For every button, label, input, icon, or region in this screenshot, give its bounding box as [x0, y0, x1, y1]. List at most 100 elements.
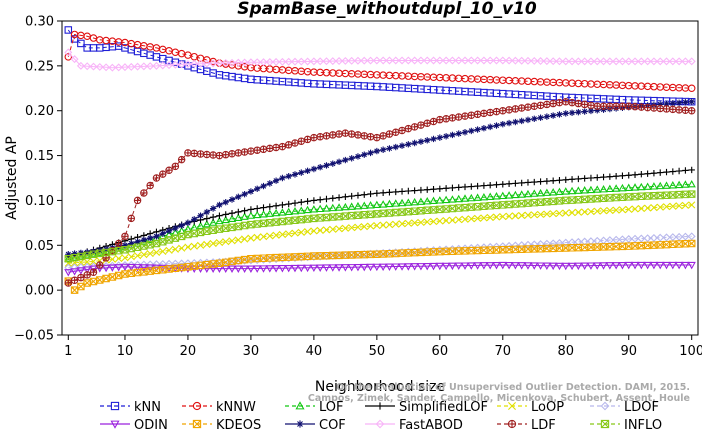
series-marker	[499, 212, 507, 221]
series-marker	[398, 188, 406, 195]
series-marker	[423, 218, 431, 226]
series-marker	[360, 56, 369, 65]
series-marker	[209, 260, 217, 268]
series-marker	[669, 168, 677, 175]
series-marker	[121, 242, 129, 249]
series-marker	[567, 186, 577, 195]
series-marker	[253, 146, 261, 154]
series-marker	[372, 56, 381, 65]
series-marker	[102, 63, 111, 72]
series-marker	[278, 208, 287, 216]
series-marker	[480, 109, 488, 118]
series-marker	[581, 108, 588, 115]
series-marker	[675, 232, 684, 241]
series-marker	[291, 229, 299, 237]
chart-title: SpamBase_withoutdupl_10_v10	[237, 0, 537, 19]
legend-item-lof: LOF	[285, 400, 344, 415]
series-marker	[335, 57, 344, 65]
legend-label: kNN	[134, 400, 161, 415]
series-marker	[227, 265, 237, 273]
series-marker	[171, 259, 180, 268]
series-marker	[64, 279, 73, 287]
legend-label: LoOP	[531, 400, 564, 415]
series-marker	[254, 185, 261, 192]
series-marker	[209, 239, 217, 248]
series-marker	[618, 262, 627, 270]
series-marker	[410, 123, 419, 131]
series-marker	[203, 150, 211, 159]
series-marker	[650, 204, 658, 212]
series-marker	[429, 56, 438, 65]
series-marker	[367, 190, 374, 198]
series-marker	[373, 133, 381, 142]
series-marker	[171, 264, 180, 273]
series-marker	[266, 219, 274, 227]
series-marker	[278, 265, 287, 273]
series-marker	[435, 56, 444, 65]
series-marker	[297, 206, 306, 214]
series-marker	[221, 258, 230, 267]
series-marker	[612, 206, 620, 214]
series-marker	[499, 181, 506, 188]
series-marker	[624, 102, 633, 110]
series-marker	[587, 107, 595, 115]
series-marker	[461, 215, 469, 223]
series-marker	[473, 262, 482, 270]
series-ldf	[64, 98, 696, 287]
series-marker	[467, 262, 476, 270]
series-marker	[637, 204, 645, 213]
series-marker	[165, 61, 174, 70]
series-marker	[234, 236, 242, 244]
series-marker	[208, 265, 218, 273]
series-marker	[561, 187, 570, 195]
legend-item-knn: kNN	[100, 400, 161, 415]
legend-label: kNNW	[216, 400, 256, 415]
series-marker	[303, 264, 312, 273]
series-marker	[70, 268, 79, 276]
series-marker	[240, 265, 249, 273]
series-marker	[568, 57, 577, 66]
series-marker	[594, 107, 601, 114]
series-marker	[687, 84, 696, 93]
series-marker	[442, 217, 450, 225]
series-marker	[76, 61, 85, 70]
series-marker	[669, 105, 677, 114]
series-marker	[649, 233, 658, 242]
series-marker	[115, 254, 123, 263]
series-marker	[612, 262, 621, 270]
series-marker	[323, 162, 330, 169]
series-marker	[668, 57, 677, 66]
series-marker	[228, 196, 236, 203]
series-marker	[172, 225, 179, 232]
series-marker	[366, 56, 375, 65]
series-marker	[178, 244, 186, 252]
series-marker	[605, 184, 614, 193]
series-marker	[309, 264, 319, 273]
series-marker	[435, 262, 444, 271]
series-marker	[316, 133, 324, 141]
series-marker	[158, 61, 167, 70]
series-marker	[216, 201, 223, 209]
series-marker	[190, 59, 199, 68]
series-marker	[575, 108, 582, 116]
series-marker	[593, 57, 602, 66]
series-marker	[152, 266, 161, 275]
series-marker	[234, 58, 243, 67]
series-marker	[505, 56, 514, 65]
series-marker	[284, 264, 293, 273]
series-marker	[561, 262, 570, 271]
series-marker	[121, 232, 129, 240]
series-marker	[379, 189, 387, 197]
series-marker	[392, 188, 399, 196]
series-marker	[624, 57, 633, 66]
y-tick-label: 0.05	[25, 239, 54, 254]
series-marker	[630, 261, 640, 270]
series-marker	[568, 176, 576, 183]
series-marker	[461, 129, 469, 136]
series-marker	[184, 243, 192, 251]
legend-label: FastABOD	[399, 418, 463, 433]
series-marker	[228, 257, 236, 266]
series-marker	[254, 205, 261, 212]
series-marker	[196, 241, 205, 249]
series-marker	[681, 106, 690, 114]
